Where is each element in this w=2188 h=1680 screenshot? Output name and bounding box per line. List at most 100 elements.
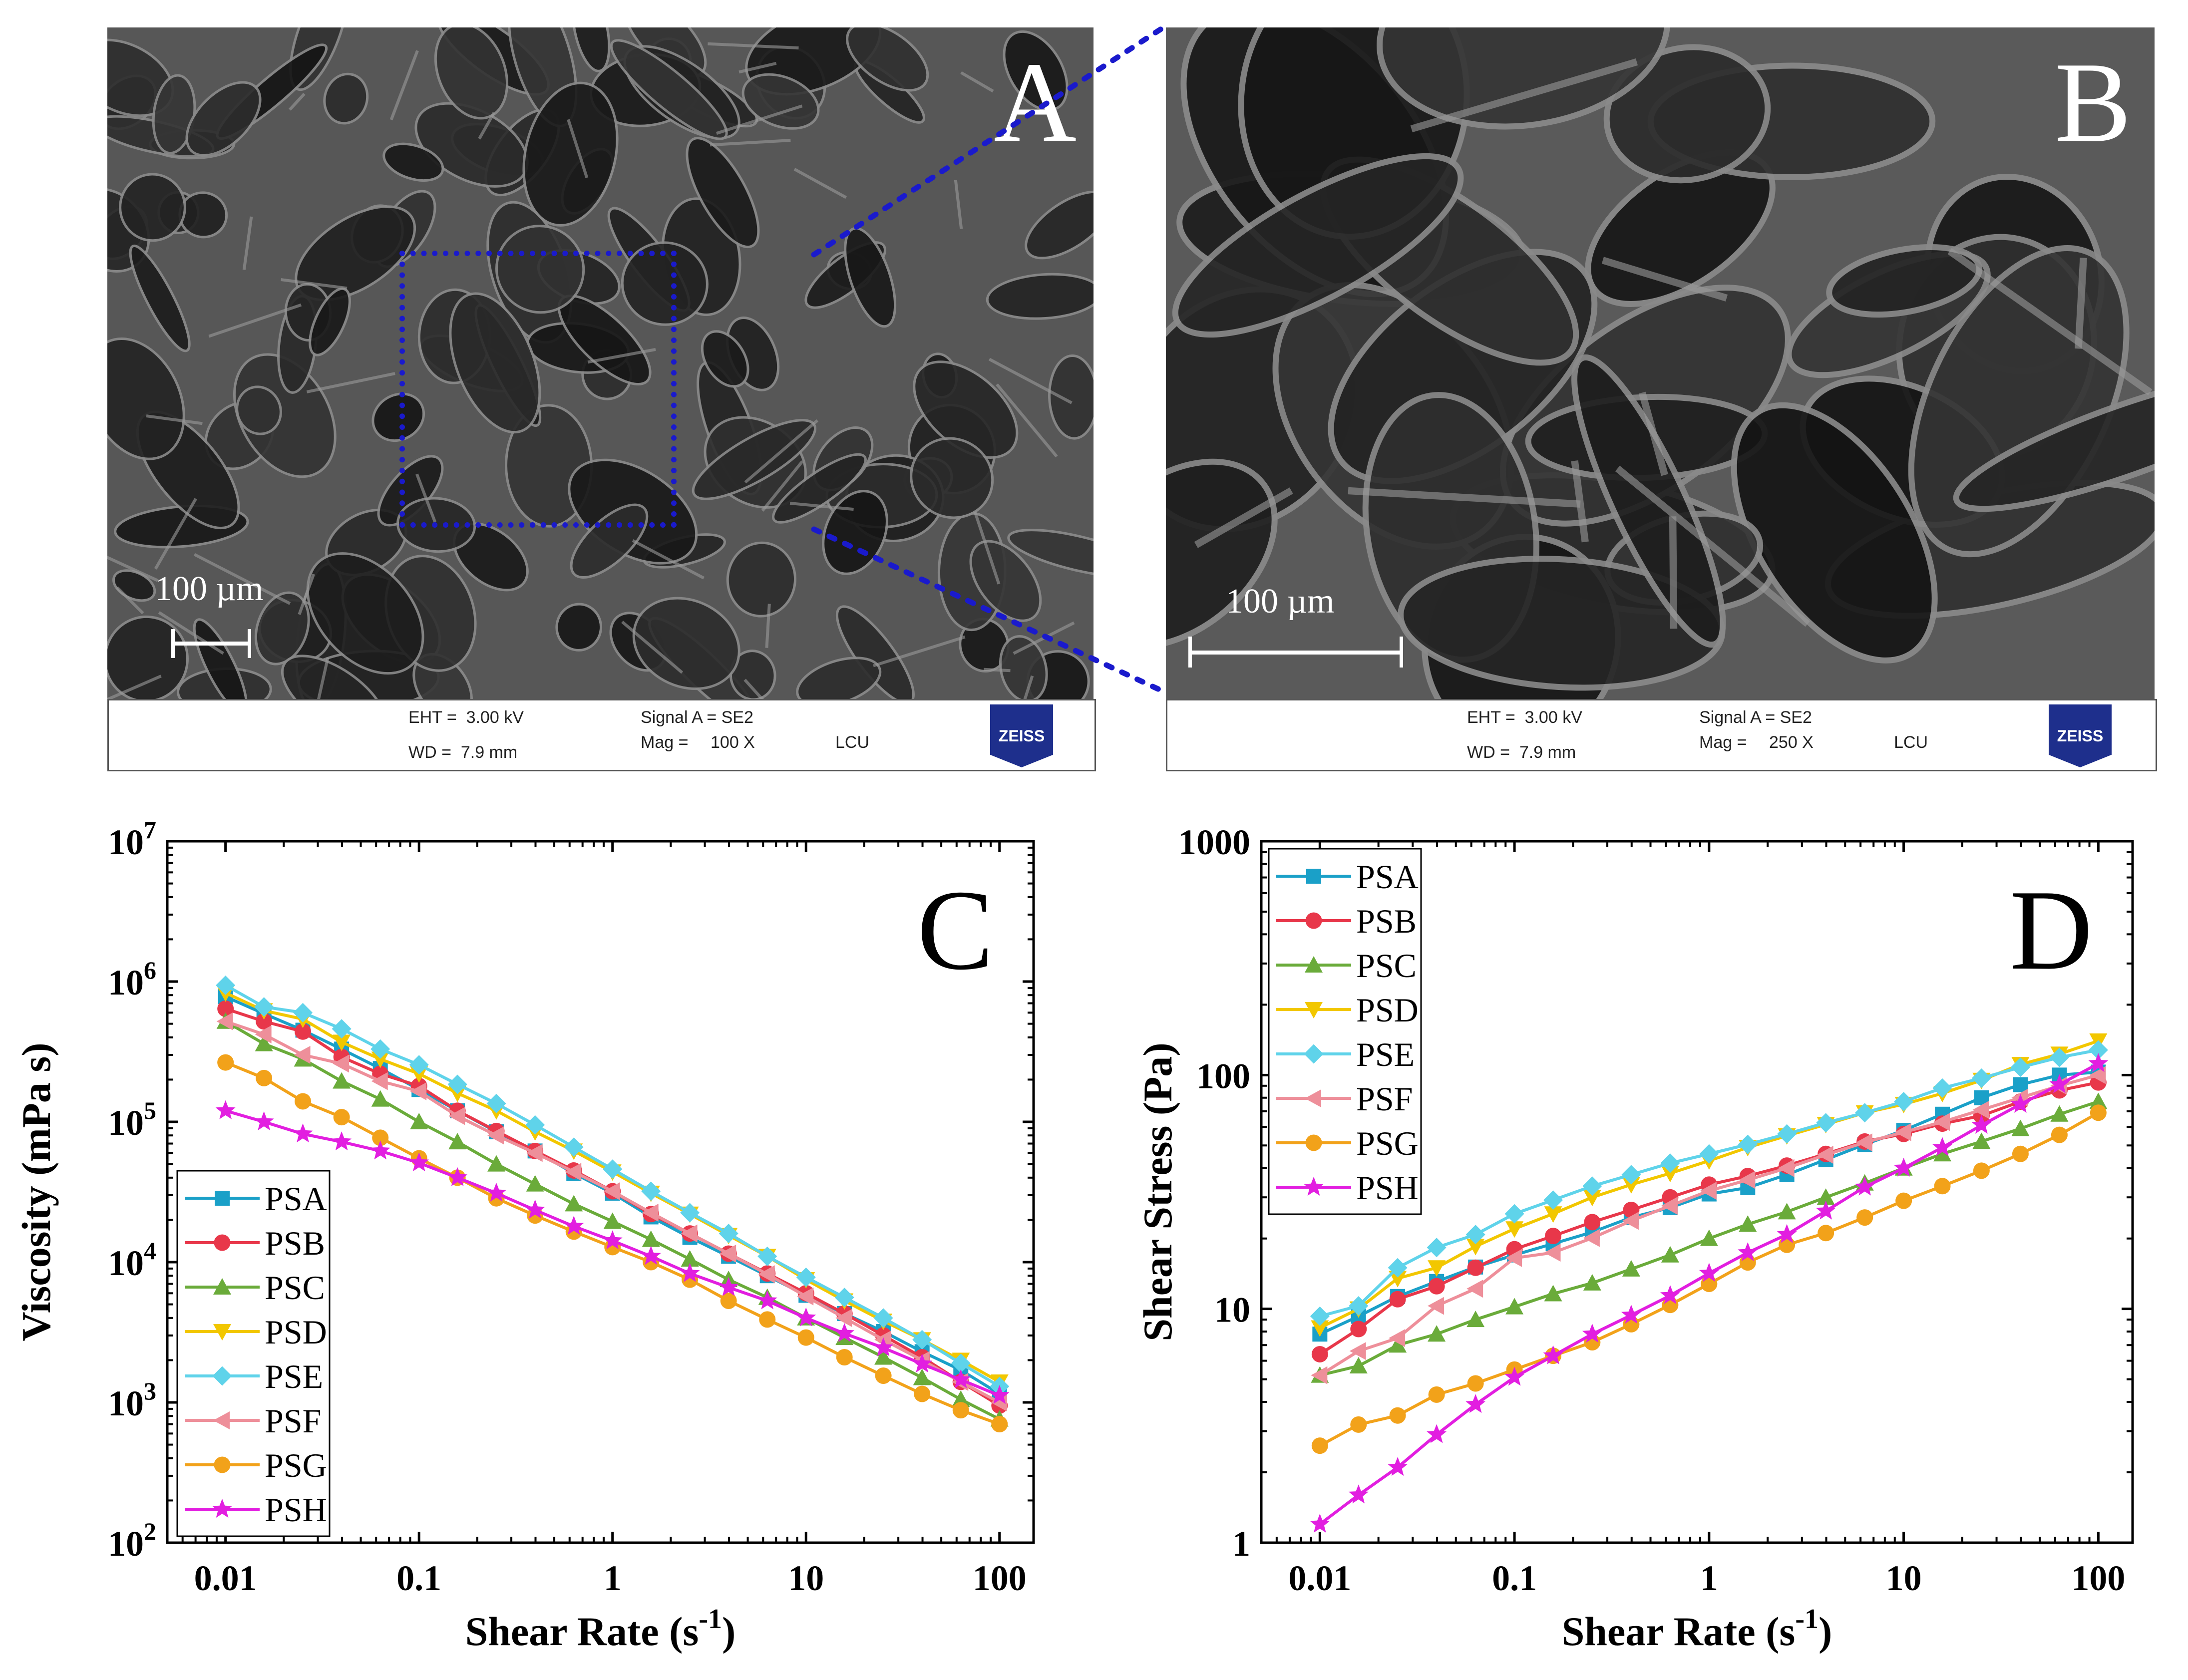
data-point: [213, 1324, 231, 1341]
data-point: [602, 1230, 623, 1250]
zoom-connector: [811, 24, 1166, 694]
pore-shape: [1048, 354, 1094, 440]
pore-shape: [999, 635, 1048, 699]
data-point: [720, 1292, 737, 1309]
pore-shape: [434, 27, 509, 120]
data-point: [796, 1307, 816, 1327]
data-point: [1622, 1260, 1640, 1277]
legend-item-psh: PSH: [1276, 1169, 1419, 1207]
fiber-strand: [567, 119, 589, 178]
data-point: [1466, 1239, 1485, 1256]
legend-label: PSA: [265, 1180, 327, 1218]
fiber-strand: [116, 586, 144, 615]
series-pse: [1310, 1040, 2108, 1326]
pore-shape: [107, 337, 185, 460]
pore-shape: [772, 453, 867, 524]
pore-shape: [621, 241, 709, 326]
data-point: [410, 1082, 427, 1100]
data-point: [1973, 1162, 1990, 1179]
data-point: [1505, 1221, 1524, 1238]
data-point: [254, 997, 274, 1017]
data-point: [1661, 1197, 1678, 1215]
data-point: [1543, 1345, 1563, 1364]
fiber-strand: [716, 104, 803, 135]
pore-shape: [822, 490, 888, 575]
y-axis: 102 103 104 105 106 107: [108, 816, 1034, 1564]
fiber-strand: [1571, 460, 1589, 543]
pore-shape: [1603, 44, 1771, 184]
data-point: [217, 1000, 234, 1017]
data-point: [1855, 1133, 1872, 1152]
pore-shape: [236, 385, 282, 435]
data-point: [409, 1055, 429, 1075]
fiber-strand: [193, 553, 291, 605]
data-point: [1583, 1190, 1601, 1207]
data-point: [1777, 1124, 1797, 1144]
mag-value-a: 100 X: [711, 733, 755, 752]
sem-texture-b: [1166, 27, 2155, 699]
data-point: [2051, 1126, 2068, 1143]
data-point: [1310, 1513, 1330, 1533]
data-point: [486, 1182, 507, 1202]
data-point: [487, 1155, 506, 1172]
legend-label: PSH: [1356, 1169, 1419, 1207]
data-point: [333, 1034, 351, 1051]
data-point: [989, 1385, 1010, 1404]
data-point: [759, 1311, 776, 1328]
data-point: [1305, 1002, 1323, 1018]
data-point: [216, 1012, 233, 1030]
fiber-strand: [873, 635, 966, 668]
x-tick-label: 0.01: [194, 1558, 257, 1598]
data-point: [1428, 1325, 1446, 1342]
legend-item-psg: PSG: [185, 1446, 327, 1484]
data-point: [448, 1107, 465, 1125]
fiber-strand: [1348, 487, 1581, 508]
fiber-strand: [996, 383, 1058, 458]
data-point: [1389, 1291, 1406, 1308]
fiber-strand: [973, 511, 1001, 585]
scale-bar-b-tick-right: [1400, 637, 1403, 668]
eht-a: EHT = 3.00 kV: [408, 708, 524, 727]
data-point: [1305, 1134, 1322, 1151]
data-point: [914, 1385, 931, 1402]
data-point: [1971, 1068, 1991, 1088]
data-point: [372, 1129, 389, 1146]
data-point: [796, 1267, 816, 1287]
fiber-strand: [288, 92, 306, 111]
data-point: [1894, 1091, 1914, 1111]
data-point: [603, 1159, 623, 1179]
data-point: [1311, 1366, 1328, 1384]
series-psh: [1310, 1053, 2109, 1533]
pore-shape: [986, 273, 1094, 320]
data-point: [680, 1263, 700, 1282]
zeiss-logo-a: ZEISS: [990, 704, 1053, 767]
scale-bar-b-tick-left: [1188, 637, 1192, 668]
data-point: [332, 1019, 352, 1039]
mag-label-a: Mag =: [641, 733, 689, 752]
data-point: [1932, 1137, 1953, 1156]
legend-label: PSB: [1356, 902, 1417, 940]
legend-item-psg: PSG: [1276, 1124, 1419, 1162]
data-point: [564, 1137, 584, 1157]
fiber-strand: [158, 611, 224, 655]
pore-shape: [185, 81, 262, 157]
pore-shape: [555, 603, 603, 652]
pore-shape: [1172, 153, 1464, 338]
data-point: [1738, 1134, 1758, 1154]
data-point: [1894, 1123, 1911, 1141]
data-point: [873, 1308, 893, 1328]
legend-label: PSC: [265, 1269, 325, 1307]
legend-label: PSD: [1356, 991, 1419, 1029]
data-point: [1305, 912, 1322, 929]
data-point: [486, 1093, 506, 1113]
legend-item-psc: PSC: [1276, 947, 1417, 985]
data-point: [1856, 1209, 1873, 1226]
data-point: [797, 1287, 814, 1306]
pore-shape: [522, 81, 619, 227]
data-point: [1582, 1324, 1602, 1343]
data-point: [371, 1051, 389, 1068]
data-point: [681, 1250, 699, 1267]
zoom-connector-top: [811, 24, 1166, 258]
fiber-strand: [2075, 258, 2087, 349]
data-point: [1700, 1182, 1717, 1200]
